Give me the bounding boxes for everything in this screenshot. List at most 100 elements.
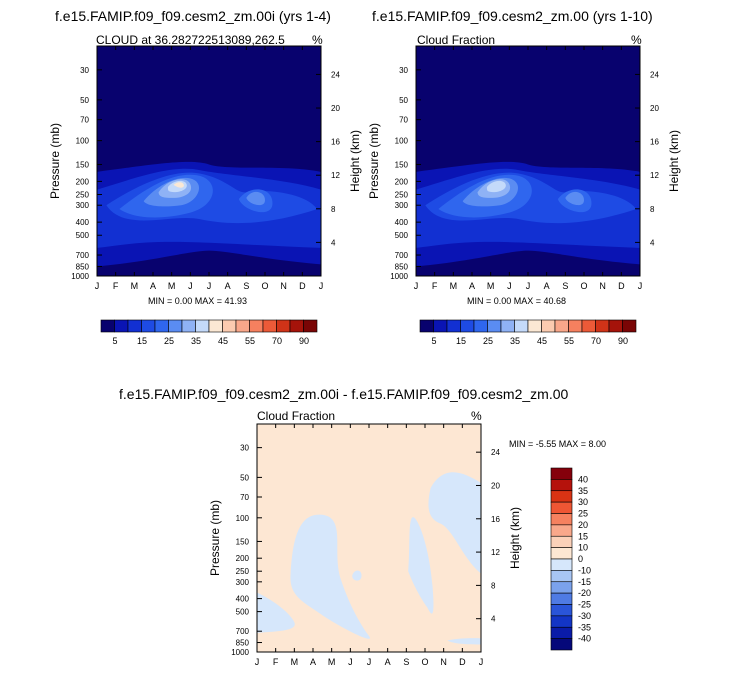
colorbar1-cell [181,319,196,333]
colorbar3-label: -20 [578,588,591,598]
panel3-y2tick-label: 16 [491,515,500,524]
panel1-xtick-label: J [207,281,212,291]
colorbar1-cell [100,319,115,333]
panel1-left-label: CLOUD at 36.282722513089,262.5 [96,33,285,47]
panel1-xtick-label: J [188,281,193,291]
panel3-y2label: Height (km) [508,507,522,569]
colorbar3-label: 40 [578,474,588,484]
panel3-frame [256,423,482,653]
panel1-y2tick-label: 4 [331,238,336,247]
panel3-xtick-label: F [273,657,279,667]
panel3-y2tick-label: 20 [491,481,500,490]
colorbar1-cell [127,319,142,333]
panel2-y2tick-label: 12 [650,171,659,180]
colorbar3-cell [550,490,573,503]
panel3-ytick-label: 300 [236,578,250,587]
panel1-xtick-label: M [131,281,139,291]
panel1-contour-9 [173,182,184,188]
panel1-ytick-label: 150 [76,160,90,169]
colorbar3-label: -35 [578,622,591,632]
panel3-negative-region-0 [257,592,295,633]
panel2-xtick-label: F [432,281,438,291]
panel1-xtick-label: N [280,281,287,291]
colorbar2-label: 90 [618,336,628,346]
panel2-contour-8 [486,180,506,193]
colorbar1-label: 55 [245,336,255,346]
colorbar2-cell [460,319,475,333]
colorbar2-cell [595,319,610,333]
panel1-ytick-label: 100 [76,137,90,146]
panel1-ytick-label: 500 [76,231,90,240]
panel3-xtick-label: O [421,657,428,667]
panel1-xtick-label: O [261,281,268,291]
panel2-y2label: Height (km) [667,130,681,192]
panel1-xtick-label: A [150,281,156,291]
panel2-xtick-label: J [638,281,643,291]
panel1-ytick-label: 400 [76,218,90,227]
colorbar1-label: 35 [191,336,201,346]
panel1-unit: % [312,33,323,47]
panel3-xtick-label: A [310,657,316,667]
colorbar3-label: -40 [578,634,591,644]
panel2-xtick-label: J [526,281,531,291]
colorbar3-cell [550,479,573,492]
colorbar3-cell [550,604,573,617]
panel2-xtick-label: M [450,281,458,291]
colorbar3-label: -25 [578,600,591,610]
panel3-y2tick-label: 8 [491,581,496,590]
colorbar1-label: 70 [272,336,282,346]
colorbar3-label: 30 [578,497,588,507]
colorbar2-cell [581,319,596,333]
panel2-ytick-label: 50 [399,96,408,105]
colorbar3-cell [550,547,573,560]
panel3-left-label: Cloud Fraction [257,409,336,423]
colorbar1-cell [303,319,318,333]
colorbar3-cell [550,501,573,514]
colorbar2-cell [527,319,542,333]
panel3-y2tick-label: 12 [491,548,500,557]
panel2-ytick-label: 850 [395,262,409,271]
colorbar3-cell [550,467,573,480]
panel2-ytick-label: 300 [395,201,409,210]
colorbar3-cell [550,592,573,605]
panel3-ytick-label: 150 [236,537,250,546]
colorbar1-cell [154,319,169,333]
panel1-ytick-label: 300 [76,201,90,210]
panel2-title: f.e15.FAMIP.f09_f09.cesm2_zm.00 (yrs 1-1… [372,8,653,24]
panel1-ytick-label: 30 [80,66,89,75]
colorbar2-cell [541,319,556,333]
colorbar1-cell [235,319,250,333]
colorbar3-cell [550,570,573,583]
panel1-y2tick-label: 20 [331,104,340,113]
panel2-xtick-label: D [618,281,625,291]
panel2-y2tick-label: 24 [650,70,659,79]
colorbar1-cell [289,319,304,333]
panel3-xtick-label: M [291,657,299,667]
panel3-ytick-label: 100 [236,514,250,523]
panel1-y2tick-label: 12 [331,171,340,180]
panel3-xtick-label: A [385,657,391,667]
colorbar3-cell [550,535,573,548]
colorbar1-label: 15 [137,336,147,346]
panel2-xtick-label: N [599,281,606,291]
panel3-ytick-label: 850 [236,639,250,648]
panel2-frame [415,45,641,277]
panel3-negative-region-4 [352,570,362,581]
colorbar3-cell [550,615,573,628]
panel2-xtick-label: A [544,281,550,291]
panel1-ylabel: Pressure (mb) [48,123,62,199]
colorbar1-label: 25 [164,336,174,346]
panel3-ytick-label: 200 [236,554,250,563]
colorbar2-cell [433,319,448,333]
panel3-xtick-label: N [440,657,447,667]
colorbar1-cell [262,319,277,333]
panel3-xtick-label: D [459,657,466,667]
colorbar3-cell [550,581,573,594]
panel2-y2tick-label: 16 [650,138,659,147]
panel1-ytick-label: 200 [76,177,90,186]
panel3-ytick-label: 700 [236,627,250,636]
panel2-ytick-label: 1000 [390,272,408,281]
panel1-ytick-label: 850 [76,262,90,271]
panel2-y2tick-label: 4 [650,238,655,247]
